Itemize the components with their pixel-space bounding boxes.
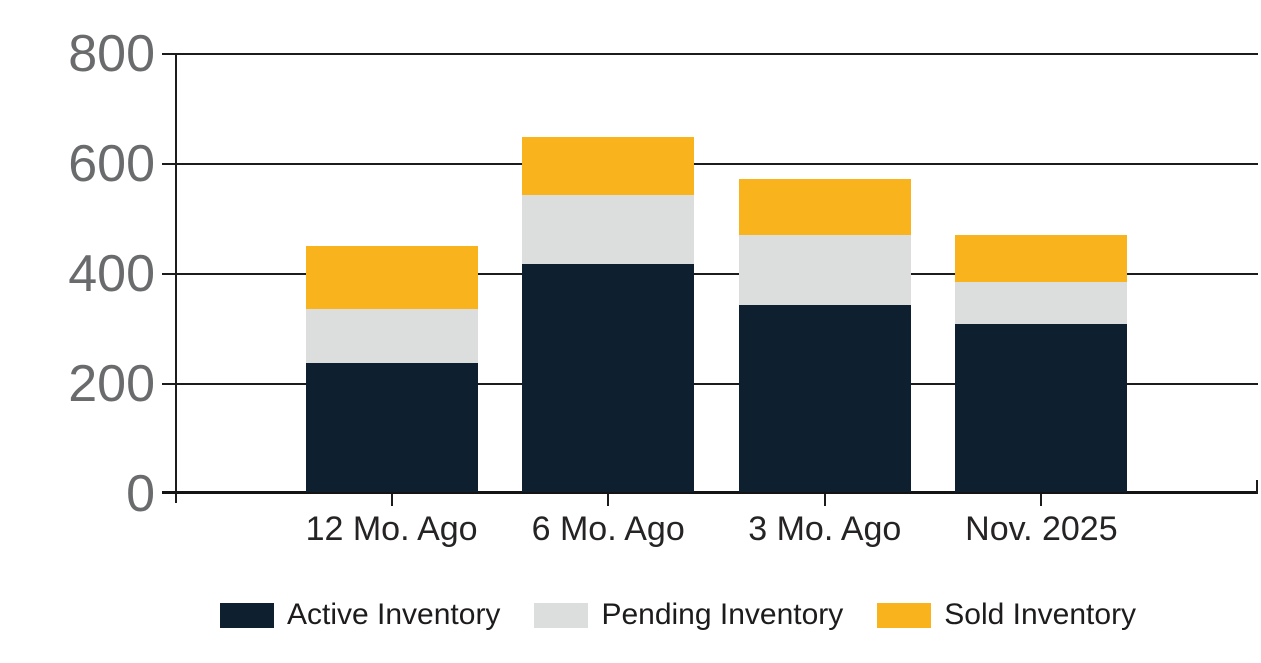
bar-12-mo-ago bbox=[305, 246, 478, 492]
gridline-600 bbox=[162, 163, 1258, 165]
legend-item-active-inventory: Active Inventory bbox=[220, 600, 500, 630]
legend-label: Active Inventory bbox=[287, 598, 501, 631]
x-tick-label-4: Nov. 2025 bbox=[965, 510, 1118, 548]
bar-nov-2025 bbox=[955, 235, 1128, 492]
legend: Active Inventory Pending Inventory Sold In… bbox=[220, 600, 1136, 630]
segment-active-inventory bbox=[738, 305, 911, 492]
segment-pending-inventory bbox=[305, 308, 478, 364]
x-tick-label-1: 12 Mo. Ago bbox=[305, 510, 478, 548]
segment-sold-inventory bbox=[522, 137, 695, 195]
gridline-800 bbox=[162, 53, 1258, 55]
segment-active-inventory bbox=[955, 323, 1128, 492]
gridline-200 bbox=[162, 383, 1258, 385]
y-tick-label-800: 800 bbox=[68, 25, 155, 83]
y-tick-label-600: 600 bbox=[68, 135, 155, 193]
segment-pending-inventory bbox=[522, 195, 695, 264]
legend-label: Sold Inventory bbox=[944, 598, 1137, 631]
y-axis-line bbox=[175, 54, 177, 503]
y-tick-label-0: 0 bbox=[126, 465, 155, 523]
legend-swatch bbox=[220, 602, 274, 628]
bar-3-mo-ago bbox=[738, 179, 911, 492]
y-tick-label-200: 200 bbox=[68, 355, 155, 413]
x-tick-label-3: 3 Mo. Ago bbox=[748, 510, 902, 548]
segment-pending-inventory bbox=[738, 234, 911, 305]
segment-active-inventory bbox=[522, 263, 695, 492]
segment-sold-inventory bbox=[955, 235, 1128, 283]
x-tick-2 bbox=[607, 494, 610, 506]
gridline-400 bbox=[162, 273, 1258, 275]
plot-area: 12 Mo. Ago 6 Mo. Ago 3 Mo. Ago Nov. 2025 bbox=[162, 53, 1258, 546]
x-tick-4 bbox=[1040, 494, 1043, 506]
legend-swatch bbox=[877, 602, 932, 628]
x-axis-right-tick bbox=[1256, 480, 1258, 494]
legend-item-pending-inventory: Pending Inventory bbox=[534, 600, 843, 630]
segment-sold-inventory bbox=[305, 246, 478, 309]
segment-pending-inventory bbox=[955, 282, 1128, 324]
x-tick-1 bbox=[390, 494, 393, 506]
segment-sold-inventory bbox=[738, 179, 911, 235]
x-tick-3 bbox=[823, 494, 826, 506]
x-axis-line bbox=[162, 491, 1258, 494]
legend-label: Pending Inventory bbox=[601, 598, 844, 631]
bar-6-mo-ago bbox=[522, 137, 695, 492]
y-tick-label-400: 400 bbox=[68, 245, 155, 303]
legend-swatch bbox=[534, 602, 589, 628]
legend-item-sold-inventory: Sold Inventory bbox=[877, 600, 1136, 630]
x-tick-label-2: 6 Mo. Ago bbox=[531, 510, 685, 548]
segment-active-inventory bbox=[305, 363, 478, 492]
